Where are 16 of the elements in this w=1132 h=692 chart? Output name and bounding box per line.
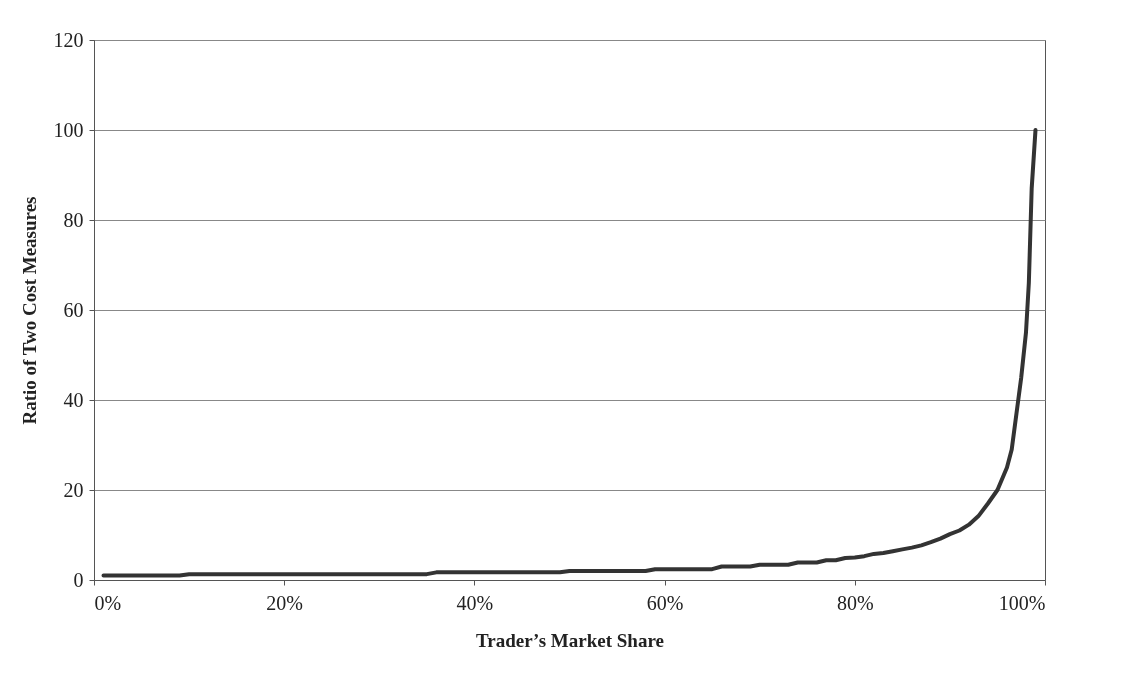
y-tick-label: 120 xyxy=(53,28,84,51)
x-tick-label: 20% xyxy=(266,591,304,614)
y-axis-title: Ratio of Two Cost Measures xyxy=(18,196,40,425)
y-tick-label: 80 xyxy=(63,208,84,231)
x-axis-title: Trader’s Market Share xyxy=(476,629,664,651)
x-tick-label: 0% xyxy=(94,591,122,614)
x-tick-label: 60% xyxy=(646,591,684,614)
line-series xyxy=(101,128,1038,578)
y-tick-label: 60 xyxy=(63,298,84,321)
x-tick-label: 40% xyxy=(456,591,494,614)
y-tick-label: 40 xyxy=(63,388,84,411)
x-tick-label: 100% xyxy=(998,591,1046,614)
x-tick-label: 80% xyxy=(836,591,874,614)
y-tick-label: 0 xyxy=(73,568,84,591)
y-tick-label: 20 xyxy=(63,478,84,501)
y-tick-label: 100 xyxy=(53,118,84,141)
